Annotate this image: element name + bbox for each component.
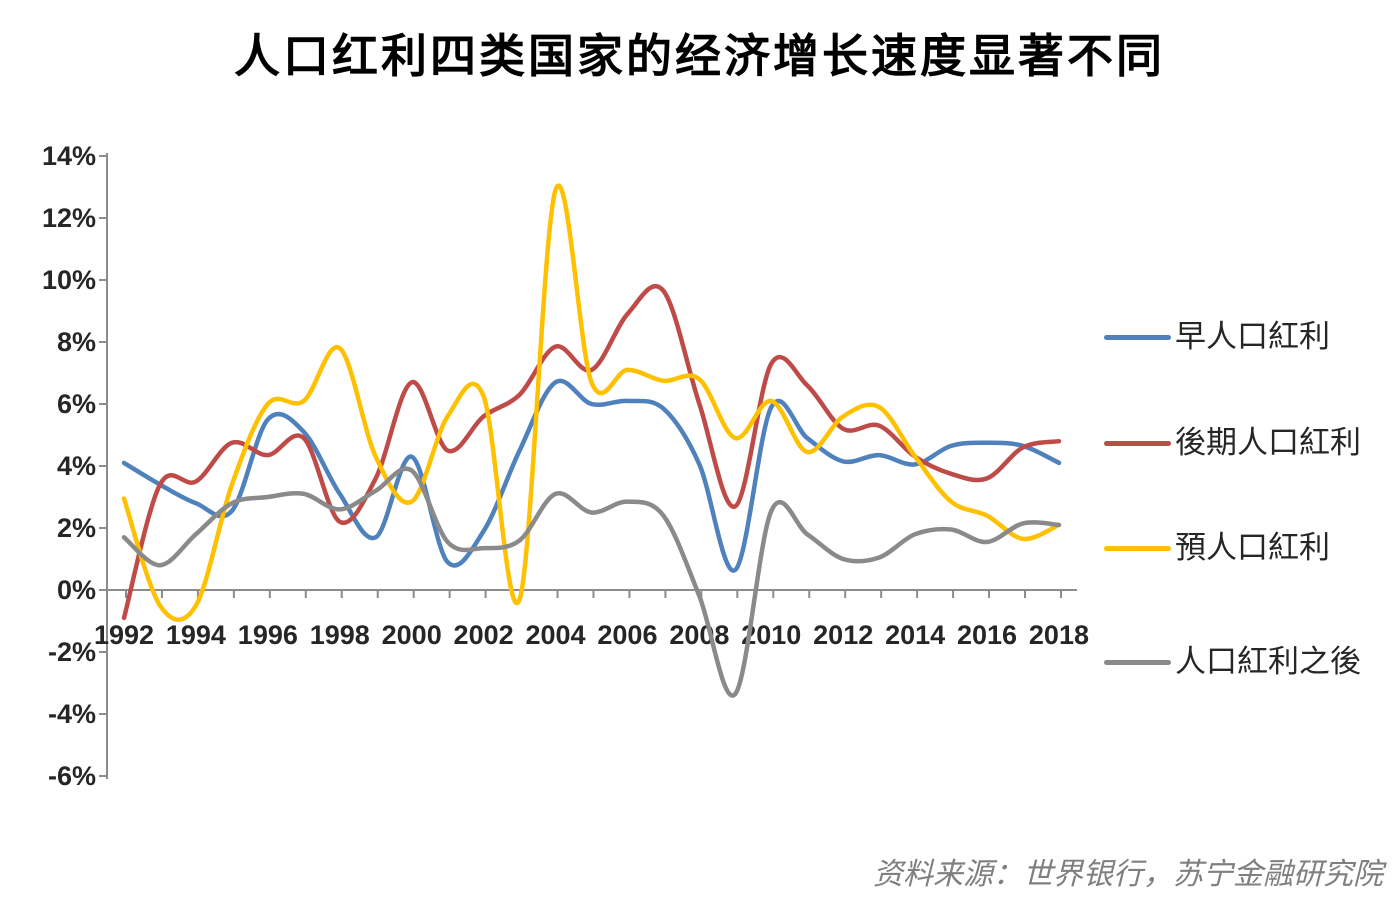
x-tick-label: 2016 bbox=[957, 620, 1017, 650]
legend-label: 人口紅利之後 bbox=[1175, 644, 1361, 679]
legend-swatch-icon bbox=[1104, 334, 1171, 340]
series-line-2 bbox=[121, 183, 1062, 622]
y-tick-label: 0% bbox=[57, 575, 96, 605]
y-tick-label: -4% bbox=[48, 699, 96, 729]
legend-label: 後期人口紅利 bbox=[1175, 425, 1361, 460]
x-tick-label: 2018 bbox=[1029, 620, 1089, 650]
series-line-1 bbox=[121, 284, 1062, 621]
x-tick-label: 2002 bbox=[454, 620, 514, 650]
legend-item-1: 後期人口紅利 bbox=[1104, 424, 1361, 462]
x-tick-label: 2004 bbox=[525, 620, 585, 650]
x-tick-label: 1998 bbox=[310, 620, 370, 650]
x-tick-label: 2000 bbox=[382, 620, 442, 650]
legend-item-2: 預人口紅利 bbox=[1104, 529, 1330, 567]
series-line-3 bbox=[121, 466, 1062, 698]
y-tick-label: 14% bbox=[42, 141, 96, 171]
y-tick-label: -2% bbox=[48, 637, 96, 667]
x-tick-label: 1996 bbox=[238, 620, 298, 650]
legend-label: 預人口紅利 bbox=[1175, 530, 1330, 565]
y-tick-label: 8% bbox=[57, 327, 96, 357]
y-tick-label: 6% bbox=[57, 389, 96, 419]
y-tick-label: 4% bbox=[57, 451, 96, 481]
series-line-0 bbox=[121, 378, 1062, 573]
x-tick-label: 2008 bbox=[669, 620, 729, 650]
x-tick-label: 2006 bbox=[597, 620, 657, 650]
source-note: 资料来源：世界银行，苏宁金融研究院 bbox=[873, 858, 1383, 891]
x-tick-label: 2014 bbox=[885, 620, 945, 650]
x-tick-label: 2012 bbox=[813, 620, 873, 650]
x-tick-label: 1994 bbox=[166, 620, 226, 650]
x-tick-label: 1992 bbox=[94, 620, 154, 650]
legend-label: 早人口紅利 bbox=[1175, 319, 1330, 354]
y-tick-label: 10% bbox=[42, 265, 96, 295]
y-tick-label: -6% bbox=[48, 761, 96, 791]
legend-swatch-icon bbox=[1104, 440, 1171, 446]
legend-item-0: 早人口紅利 bbox=[1104, 318, 1330, 356]
legend-swatch-icon bbox=[1104, 545, 1171, 551]
y-tick-label: 2% bbox=[57, 513, 96, 543]
chart-title: 人口红利四类国家的经济增长速度显著不同 bbox=[234, 30, 1165, 82]
legend-item-3: 人口紅利之後 bbox=[1104, 643, 1361, 681]
legend-swatch-icon bbox=[1104, 659, 1171, 665]
y-tick-label: 12% bbox=[42, 203, 96, 233]
